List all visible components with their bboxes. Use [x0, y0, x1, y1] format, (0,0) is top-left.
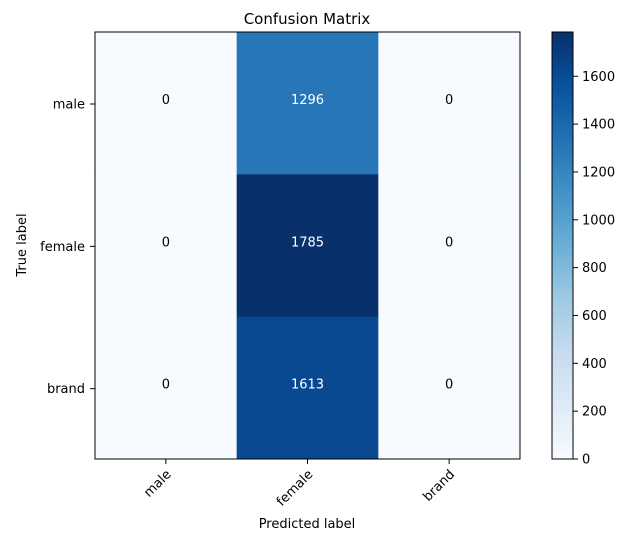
colorbar-tick-label: 600 — [582, 309, 607, 324]
y-tick-label: male — [53, 98, 85, 113]
y-axis-label: True label — [15, 213, 30, 277]
matrix-cell — [95, 32, 238, 175]
matrix-cell — [236, 316, 379, 460]
colorbar-tick-label: 0 — [582, 453, 590, 468]
colorbar-tick-label: 1000 — [582, 213, 615, 228]
matrix-cells — [95, 32, 521, 460]
colorbar-tick-label: 1200 — [582, 165, 615, 180]
colorbar-tick-label: 800 — [582, 261, 607, 276]
colorbar-tick-label: 1400 — [582, 118, 615, 133]
chart-title: Confusion Matrix — [244, 10, 371, 28]
matrix-cell — [378, 32, 521, 175]
colorbar-ticks: 0 200 400 600 800 1000 1200 1400 1600 — [573, 70, 615, 468]
colorbar-tick-label: 200 — [582, 405, 607, 420]
colorbar — [551, 31, 574, 460]
cell-value-label: 1296 — [291, 93, 324, 108]
cell-value-label: 0 — [445, 235, 453, 250]
matrix-cell — [95, 316, 238, 460]
colorbar-tick-label: 400 — [582, 357, 607, 372]
cell-value-label: 0 — [162, 378, 170, 393]
matrix-cell — [378, 174, 521, 318]
y-tick-label: female — [40, 240, 85, 255]
matrix-cell — [95, 174, 238, 318]
y-tick-label: brand — [47, 382, 85, 397]
colorbar-tick-label: 1600 — [582, 70, 615, 85]
cell-value-label: 1613 — [291, 378, 324, 393]
cell-value-label: 0 — [445, 93, 453, 108]
matrix-cell-labels: 0 1296 0 0 1785 0 0 1613 0 — [162, 93, 454, 393]
x-axis-label: Predicted label — [259, 517, 356, 532]
cell-value-label: 0 — [445, 378, 453, 393]
cell-value-label: 0 — [162, 93, 170, 108]
y-axis-ticks: male female brand — [40, 98, 95, 397]
cell-value-label: 1785 — [291, 235, 324, 250]
matrix-cell — [378, 316, 521, 460]
matrix-cell — [236, 32, 379, 175]
cell-value-label: 0 — [162, 235, 170, 250]
matrix-cell — [236, 174, 379, 318]
